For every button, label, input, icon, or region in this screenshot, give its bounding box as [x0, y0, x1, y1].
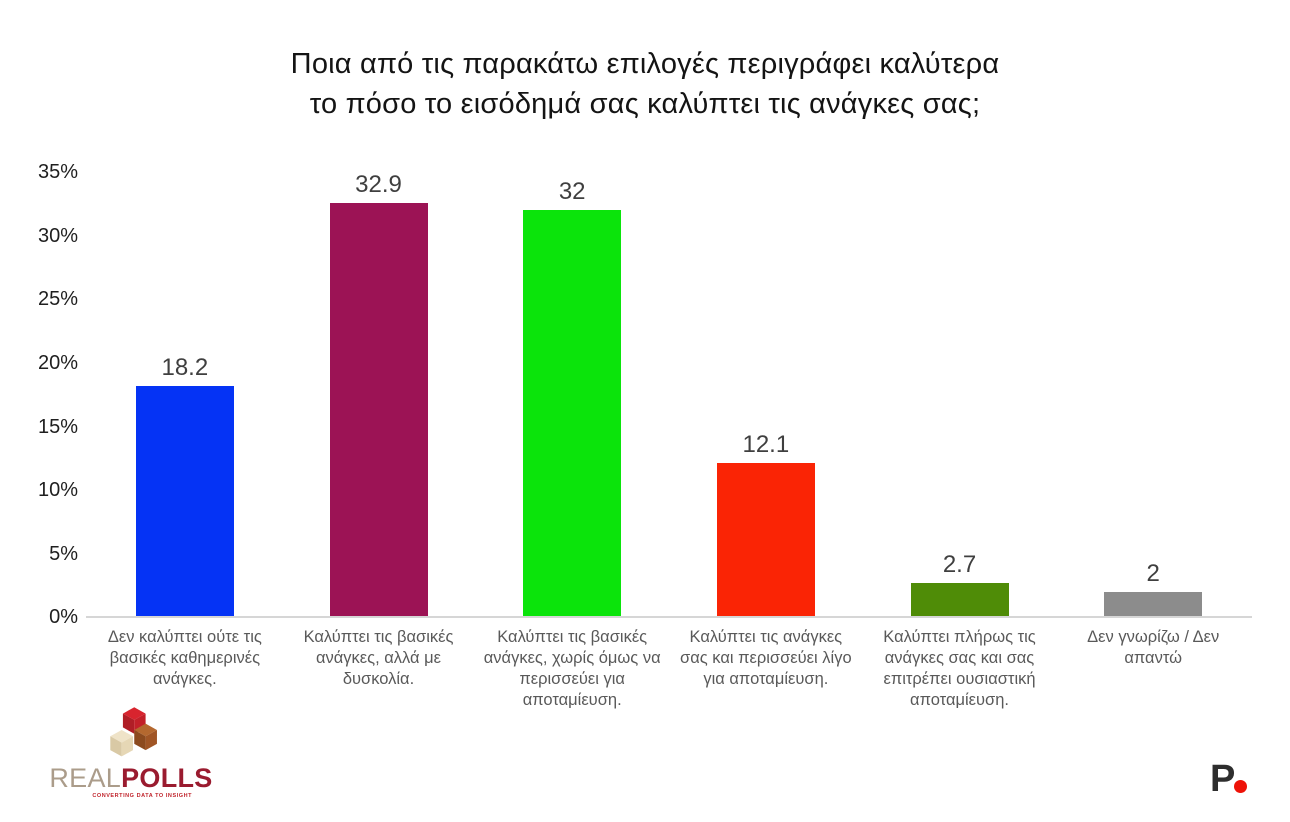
bar-group: 32	[475, 172, 669, 617]
bar-group: 2	[1056, 172, 1250, 617]
bar-value-label: 32.9	[355, 171, 402, 198]
brand-name-light: REAL	[49, 763, 122, 793]
bar-value-label: 2.7	[942, 551, 977, 578]
y-tick-label: 5%	[49, 543, 78, 565]
category-labels: Δεν καλύπτει ούτε τις βασικές καθημερινέ…	[88, 627, 1250, 711]
page-title: Ποια από τις παρακάτω επιλογές περιγράφε…	[0, 44, 1290, 124]
y-axis: 35% 30% 25% 20% 15% 10% 5% 0%	[0, 0, 78, 822]
plot-area: 18.2 32.9 32 12.1 2.7 2	[88, 172, 1250, 617]
cubes-icon	[110, 707, 157, 757]
y-tick-label: 25%	[37, 288, 78, 310]
publisher-logo: P	[1210, 758, 1248, 800]
bar-value-label: 12.1	[742, 431, 790, 458]
bar-group: 18.2	[88, 172, 282, 617]
bar	[329, 203, 428, 617]
bar-value-label: 2	[1146, 560, 1160, 587]
category-label: Καλύπτει τις ανάγκες σας και περισσεύει …	[680, 628, 852, 688]
y-tick-label: 0%	[49, 606, 78, 628]
y-tick-label: 15%	[37, 416, 78, 438]
red-dot-icon	[1234, 780, 1248, 793]
category-label: Δεν καλύπτει ούτε τις βασικές καθημερινέ…	[107, 628, 262, 688]
bar-group: 2.7	[863, 172, 1057, 617]
y-tick-label: 20%	[37, 352, 78, 374]
brand-name-bold: POLLS	[121, 763, 213, 793]
category-label: Καλύπτει πλήρως τις ανάγκες σας και σας …	[883, 628, 1036, 709]
y-tick-label: 30%	[37, 225, 78, 247]
bar	[716, 463, 815, 617]
page-title-line2: το πόσο το εισόδημά σας καλύπτει τις ανά…	[309, 88, 981, 120]
category-label: Καλύπτει τις βασικές ανάγκες, αλλά με δυ…	[303, 628, 454, 688]
bar	[1104, 592, 1203, 617]
realpolls-logo: REALPOLLS CONVERTING DATA TO INSIGHT	[49, 706, 212, 800]
bar	[523, 210, 622, 617]
bar	[135, 386, 234, 617]
y-tick-label: 35%	[37, 161, 78, 183]
y-tick-label: 10%	[37, 479, 78, 501]
category-label: Δεν γνωρίζω / Δεν απαντώ	[1087, 628, 1220, 667]
bar	[910, 583, 1009, 617]
page-title-line1: Ποια από τις παρακάτω επιλογές περιγράφε…	[290, 48, 1000, 80]
x-axis-line	[86, 616, 1252, 618]
brand-tagline: CONVERTING DATA TO INSIGHT	[92, 793, 192, 799]
bar-group: 32.9	[282, 172, 476, 617]
brand-name: REALPOLLS	[49, 764, 212, 792]
category-label: Καλύπτει τις βασικές ανάγκες, χωρίς όμως…	[483, 628, 661, 709]
publisher-letter: P	[1210, 758, 1235, 800]
bar-value-label: 18.2	[161, 354, 209, 381]
bar-group: 12.1	[669, 172, 863, 617]
bar-value-label: 32	[558, 178, 586, 205]
